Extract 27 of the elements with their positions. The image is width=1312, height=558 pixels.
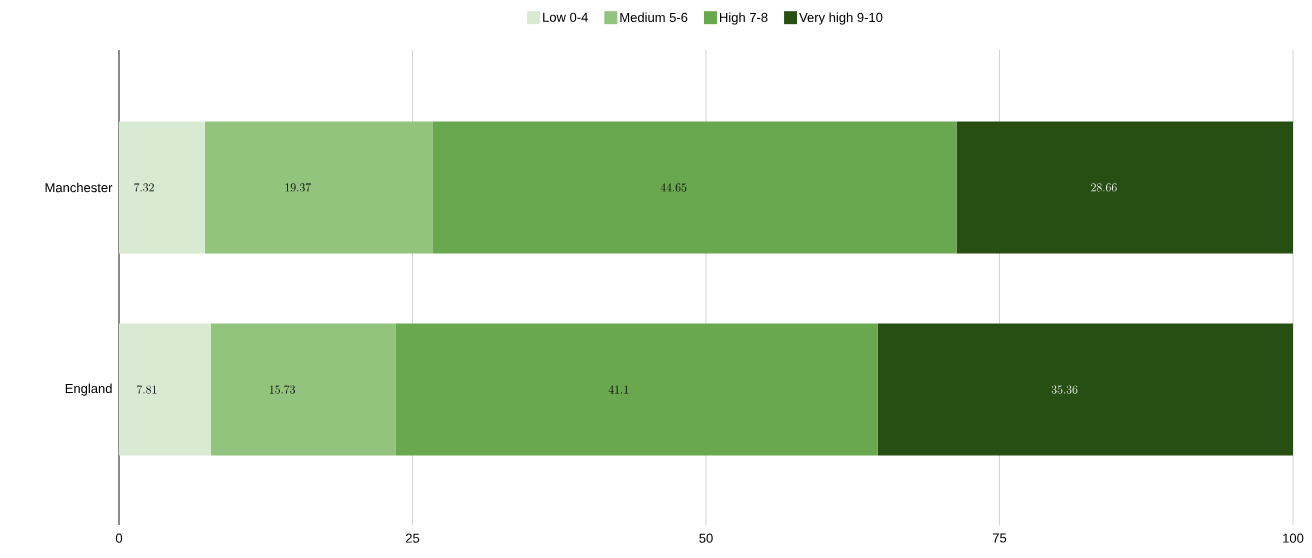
legend-label: High 7-8	[720, 12, 768, 25]
data-label: 44.65	[660, 183, 687, 192]
bar	[210, 323, 396, 456]
x-tick-label: 75	[992, 533, 1007, 543]
y-tick-label: England	[65, 383, 112, 396]
data-label: 35.36	[1051, 385, 1078, 394]
bar	[877, 323, 1293, 456]
data-label: 28.66	[1091, 183, 1117, 192]
data-label: 7.81	[137, 385, 157, 394]
x-tick-label: 25	[405, 533, 420, 543]
bar	[119, 121, 205, 254]
bar	[204, 121, 433, 254]
y-tick-label: Manchester	[45, 182, 113, 193]
data-label: 41 . 1	[608, 385, 629, 394]
x-tick-label: 100	[1283, 533, 1304, 543]
data-label: 7.32	[134, 183, 154, 192]
data-label: 19.37	[285, 183, 311, 192]
bar	[119, 323, 211, 456]
data-label: 15.73	[269, 385, 295, 394]
bar	[956, 121, 1293, 254]
legend-label: Medium 5-6	[620, 12, 688, 23]
legend-label: Very high 9-10	[799, 12, 883, 25]
x-tick-label: 0	[115, 533, 123, 543]
legend-label: Low 0-4	[543, 12, 588, 22]
x-tick-label: 50	[699, 533, 713, 543]
bar	[395, 323, 878, 456]
bar	[432, 121, 957, 254]
